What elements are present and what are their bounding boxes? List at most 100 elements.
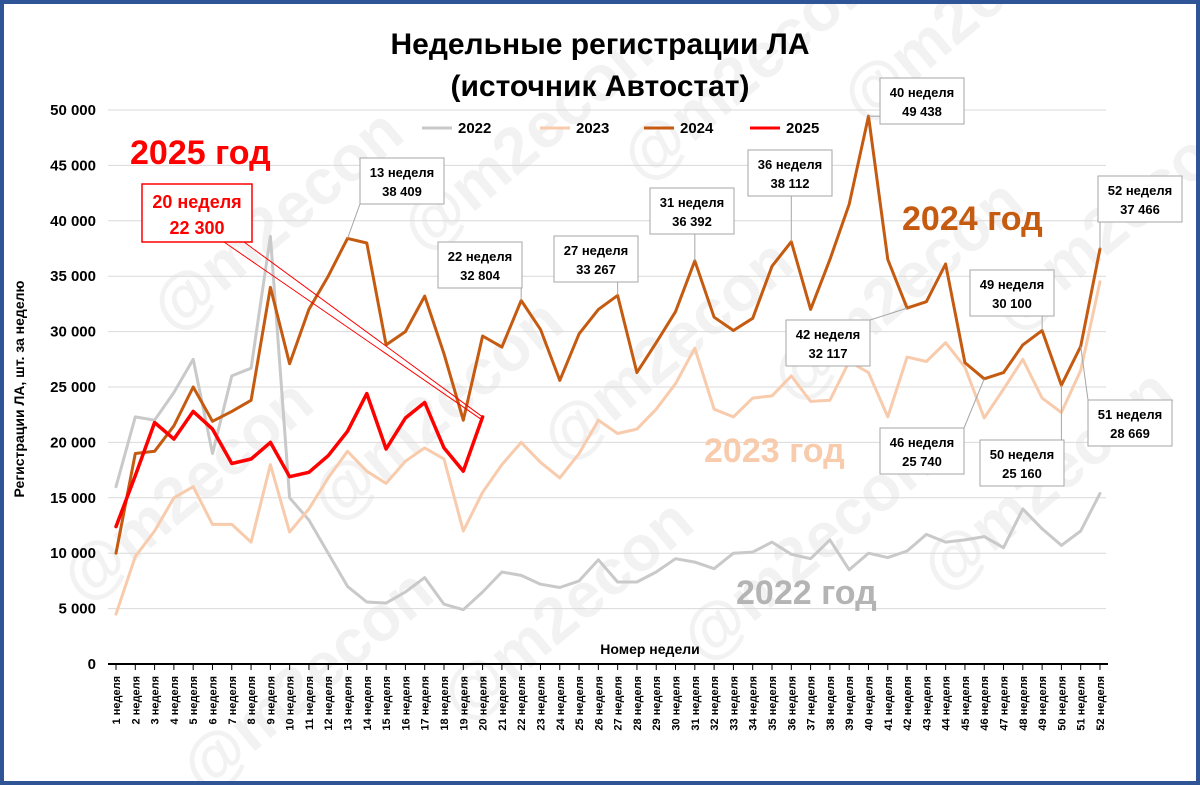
- callout-value: 32 804: [460, 268, 501, 283]
- series-line-2022: [114, 234, 1102, 612]
- x-tick-label: 27 неделя: [613, 676, 625, 731]
- callout-value: 49 438: [902, 104, 942, 119]
- x-tick-label: 16 неделя: [400, 676, 412, 731]
- x-tick-label: 20 неделя: [478, 676, 490, 731]
- x-tick-label: 19 неделя: [458, 676, 470, 731]
- callout-week: 52 неделя: [1108, 183, 1172, 198]
- x-tick-label: 50 неделя: [1056, 676, 1068, 731]
- x-tick-label: 8 неделя: [246, 676, 258, 724]
- x-tick-label: 11 неделя: [304, 676, 316, 730]
- y-tick-label: 25 000: [50, 379, 96, 396]
- callout-box: [553, 235, 639, 283]
- callout-box: [649, 187, 735, 235]
- x-tick-label: 17 неделя: [420, 676, 432, 731]
- x-tick-label: 23 неделя: [535, 676, 547, 731]
- year-label: 2022 год: [736, 574, 877, 612]
- callout-week-40: 40 неделя 49 438: [868, 77, 965, 125]
- chart-title: Недельные регистрации ЛА: [390, 28, 809, 61]
- callout-week: 31 неделя: [660, 195, 724, 210]
- callout-week-22: 22 неделя 32 804: [437, 241, 523, 301]
- callout-box: [785, 319, 871, 367]
- x-tick-label: 48 неделя: [1018, 676, 1030, 731]
- x-tick-label: 3 неделя: [150, 676, 162, 724]
- y-tick-label: 15 000: [50, 490, 96, 507]
- x-tick-label: 12 неделя: [323, 676, 335, 731]
- callout-value: 33 267: [576, 262, 616, 277]
- x-tick-label: 41 неделя: [883, 676, 895, 731]
- legend-label-2023: 2023: [576, 120, 609, 137]
- x-tick-label: 40 неделя: [863, 676, 875, 731]
- callout-week: 36 неделя: [758, 157, 822, 172]
- callout-value: 38 409: [382, 184, 422, 199]
- callout-box: [359, 157, 445, 205]
- x-axis-ticks: 1 неделя 2 неделя 3 неделя 4 неделя 5 неделя…: [111, 664, 1107, 731]
- x-tick-label: 43 неделя: [921, 676, 933, 731]
- chart-canvas: @m2econ@m2econ@m2econ@m2econ@m2econ@m2ec…: [11, 4, 1196, 781]
- callout-leader: [963, 378, 985, 429]
- x-tick-label: 46 неделя: [979, 676, 991, 731]
- x-tick-label: 25 неделя: [574, 676, 586, 731]
- x-tick-label: 7 неделя: [227, 676, 239, 724]
- x-tick-label: 13 неделя: [343, 676, 355, 731]
- callout-week-31: 31 неделя 36 392: [649, 187, 735, 261]
- series-line-2024: [114, 114, 1102, 555]
- y-tick-label: 40 000: [50, 213, 96, 230]
- callout-value: 25 740: [902, 454, 942, 469]
- callout-week-20: 20 неделя 22 300: [141, 183, 483, 420]
- x-tick-label: 24 неделя: [555, 676, 567, 731]
- callout-week: 13 неделя: [370, 165, 434, 180]
- callout-leader: [869, 307, 908, 321]
- callout-week: 42 неделя: [796, 327, 860, 342]
- x-tick-label: 38 неделя: [825, 676, 837, 731]
- callout-week-50: 50 неделя 25 160: [979, 385, 1065, 487]
- callout-value: 25 160: [1002, 466, 1042, 481]
- y-axis-label: Регистрации ЛА, шт. за неделю: [11, 281, 27, 498]
- x-tick-label: 52 неделя: [1095, 676, 1107, 731]
- callout-week-36: 36 неделя 38 112: [747, 149, 833, 242]
- legend-label-2024: 2024: [680, 120, 714, 137]
- callout-week-46: 46 неделя 25 740: [879, 378, 985, 475]
- callout-box: [747, 149, 833, 197]
- callout-leader: [1080, 346, 1089, 401]
- callout-week-51: 51 неделя 28 669: [1080, 346, 1173, 447]
- x-tick-label: 26 неделя: [593, 676, 605, 731]
- x-tick-label: 2 неделя: [130, 676, 142, 724]
- x-tick-label: 35 неделя: [767, 676, 779, 731]
- x-tick-label: 34 неделя: [748, 676, 760, 731]
- x-tick-label: 45 неделя: [960, 676, 972, 731]
- legend-label-2025: 2025: [786, 120, 819, 137]
- callout-value: 36 392: [672, 214, 712, 229]
- callout-box: [979, 439, 1065, 487]
- series-line-2025: [114, 391, 485, 529]
- x-tick-label: 44 неделя: [941, 676, 953, 731]
- x-tick-label: 39 неделя: [844, 676, 856, 731]
- x-tick-label: 5 неделя: [188, 676, 200, 724]
- callout-leader: [347, 203, 361, 239]
- legend: 2022 2023 2024 2025: [422, 120, 819, 137]
- x-tick-label: 18 неделя: [439, 676, 451, 731]
- year-label: 2023 год: [704, 432, 845, 470]
- y-tick-label: 10 000: [50, 545, 96, 562]
- x-tick-label: 51 неделя: [1076, 676, 1088, 731]
- callout-week: 51 неделя: [1098, 407, 1162, 422]
- x-tick-label: 22 неделя: [516, 676, 528, 731]
- callout-week: 20 неделя: [152, 192, 241, 212]
- callout-week: 22 неделя: [448, 249, 512, 264]
- callout-box: [141, 183, 253, 243]
- x-tick-label: 6 неделя: [207, 676, 219, 724]
- x-tick-label: 29 неделя: [651, 676, 663, 731]
- callout-week: 27 неделя: [564, 243, 628, 258]
- x-tick-label: 4 неделя: [169, 676, 181, 724]
- x-tick-label: 28 неделя: [632, 676, 644, 731]
- x-tick-label: 49 неделя: [1037, 676, 1049, 731]
- callout-week-49: 49 неделя 30 100: [969, 269, 1055, 331]
- series-line-2023: [114, 280, 1102, 616]
- y-tick-label: 20 000: [50, 434, 96, 451]
- x-axis-label: Номер недели: [600, 641, 699, 657]
- callout-box: [1087, 399, 1173, 447]
- callout-box: [879, 427, 965, 475]
- x-tick-label: 14 неделя: [362, 676, 374, 731]
- callout-week: 50 неделя: [990, 447, 1054, 462]
- callout-value: 37 466: [1120, 202, 1160, 217]
